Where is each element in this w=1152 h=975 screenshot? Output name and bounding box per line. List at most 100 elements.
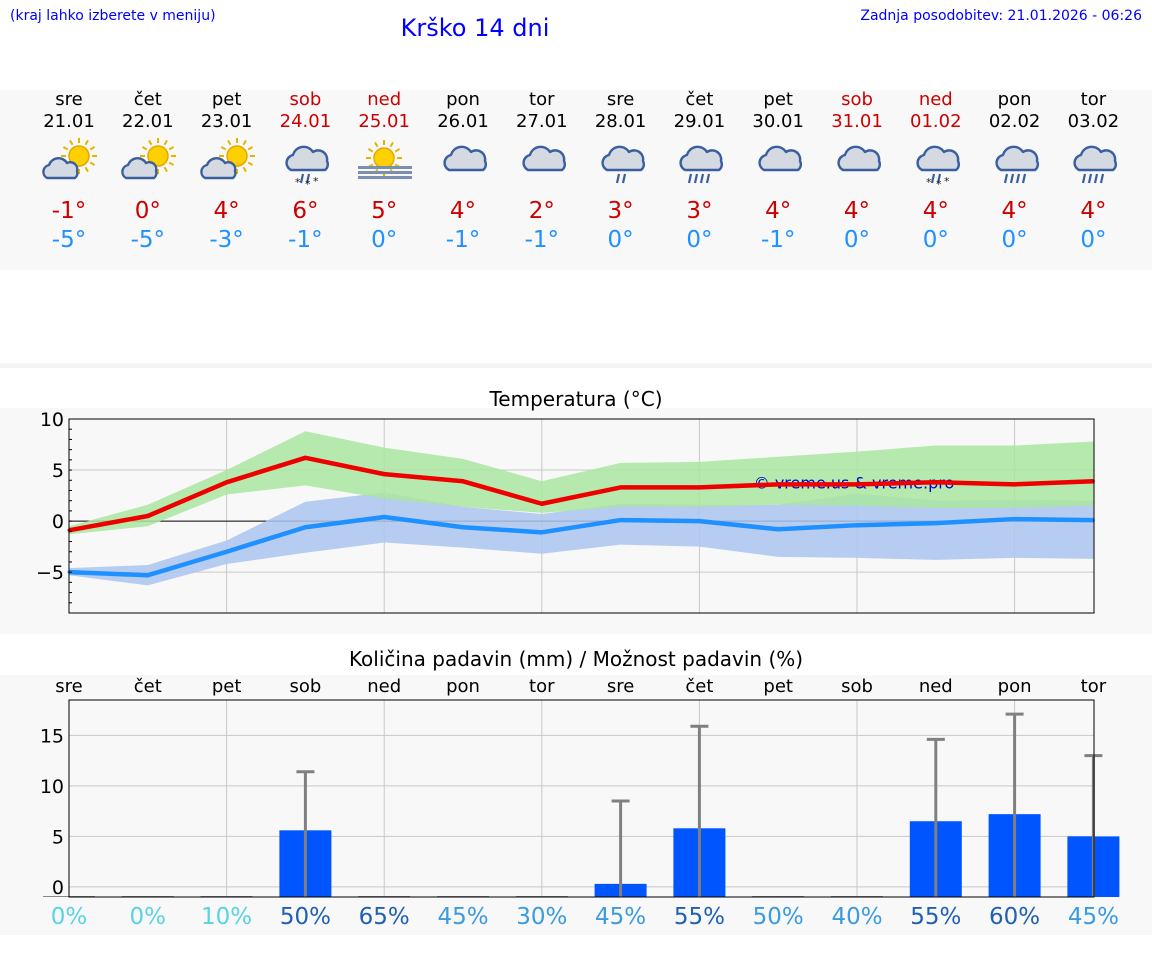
location-hint: (kraj lahko izberete v meniju) <box>10 8 216 24</box>
y-tick-label: 10 <box>40 409 64 431</box>
partly-sunny-icon <box>121 138 176 180</box>
temp-max: 4° <box>922 198 949 224</box>
fog-line <box>358 171 413 174</box>
day-date: 21.01 <box>43 111 95 132</box>
sun-ray <box>69 139 74 146</box>
day-name: čet <box>685 89 714 110</box>
series-min-point <box>146 573 150 577</box>
forecast-day: tor 27.01 <box>503 89 581 133</box>
sleet-icon: * * * <box>285 145 330 186</box>
snowflake: * <box>936 178 942 186</box>
rain-drop <box>300 173 305 184</box>
forecast-day: pet 23.01 <box>188 89 266 133</box>
cloud-shape <box>285 145 330 172</box>
sun-ray <box>247 161 253 166</box>
temp-max: 4° <box>449 198 477 224</box>
rain-drop <box>700 173 705 184</box>
precip-day-label: tor <box>529 676 555 697</box>
rain-drop <box>621 173 626 184</box>
series-min-point <box>619 518 623 522</box>
temp-max: 3° <box>607 198 634 224</box>
precip-probability: 40% <box>831 904 883 930</box>
day-name: tor <box>1080 89 1107 110</box>
precip-day-label: pon <box>997 676 1032 697</box>
forecast-day: ned 25.01 <box>345 89 423 133</box>
day-name: pet <box>211 89 242 110</box>
rain-icon <box>1073 145 1118 184</box>
series-max-point <box>619 485 623 489</box>
series-max-point <box>146 514 150 518</box>
cloud-shape <box>600 145 645 172</box>
y-tick-label: 5 <box>52 826 64 848</box>
rain-icon <box>994 145 1039 184</box>
y-tick-label: 10 <box>40 776 64 798</box>
temp-min: -1° <box>524 227 560 253</box>
precip-probability: 55% <box>910 904 962 930</box>
series-min-point <box>382 515 386 519</box>
sun-ray <box>242 166 247 173</box>
forecast-day: sob 31.01 <box>818 89 896 133</box>
day-date: 22.01 <box>122 111 174 132</box>
sun-ray <box>368 148 374 153</box>
rain-drop <box>1021 173 1026 184</box>
sun-ray <box>84 166 89 173</box>
sun-disc <box>147 145 169 167</box>
temp-min: 0° <box>843 227 871 253</box>
sun-ray <box>226 139 231 146</box>
temp-min: 0° <box>922 227 949 253</box>
sun-ray <box>163 166 168 173</box>
cloud-shape <box>994 145 1039 172</box>
day-name: čet <box>133 89 162 110</box>
temp-min: -1° <box>445 227 481 253</box>
temp-max: 4° <box>765 198 792 224</box>
page-title: Krško 14 dni <box>400 14 550 42</box>
fog-line <box>358 176 413 179</box>
series-max-point <box>776 482 780 486</box>
precip-day-label: sob <box>289 676 322 697</box>
y-tick-label: 0 <box>52 877 64 899</box>
series-min-point <box>225 550 229 554</box>
day-name: ned <box>918 89 953 110</box>
sun-disc <box>68 145 90 167</box>
temp-max: 0° <box>134 198 161 224</box>
forecast-day: sre 21.01 <box>30 89 108 133</box>
temp-max: 5° <box>371 198 398 224</box>
cloudy-icon <box>443 145 488 172</box>
sun-ray <box>389 141 395 148</box>
sun-ray <box>141 146 148 151</box>
sun-ray <box>163 139 168 146</box>
cloud-shape <box>42 157 79 180</box>
day-date: 03.02 <box>1067 111 1120 132</box>
precip-day-label: pet <box>763 676 793 697</box>
temp-max: -1° <box>51 198 87 224</box>
forecast-day: sob 24.01 <box>266 89 344 133</box>
rain-drop <box>1003 173 1008 184</box>
precip-probability: 50% <box>279 904 331 930</box>
series-max-point <box>540 502 544 506</box>
cloud-shape <box>121 157 158 180</box>
precip-day-label: pet <box>211 676 242 697</box>
temp-max: 4° <box>843 198 871 224</box>
day-date: 29.01 <box>673 111 726 132</box>
series-min-point <box>776 527 780 531</box>
y-tick-label: 15 <box>40 725 64 747</box>
day-name: pet <box>763 89 793 110</box>
series-max-point <box>1013 482 1017 486</box>
series-max-point <box>855 482 859 486</box>
precip-day-label: sre <box>55 676 83 697</box>
day-date: 28.01 <box>594 111 647 132</box>
sun-fog-icon <box>358 140 413 179</box>
rain-drop <box>306 173 311 184</box>
day-date: 27.01 <box>516 111 568 132</box>
day-date: 01.02 <box>910 111 962 132</box>
temp-min: -3° <box>209 227 244 253</box>
precip-day-label: ned <box>367 676 402 697</box>
last-updated: Zadnja posodobitev: 21.01.2026 - 06:26 <box>860 8 1142 24</box>
rain-drop <box>694 173 699 184</box>
cloud-shape <box>1073 145 1118 172</box>
series-min-point <box>1013 517 1017 521</box>
temp-max: 6° <box>292 198 319 224</box>
max-temp-range <box>69 431 1094 535</box>
cloud-shape <box>916 145 960 172</box>
series-min-point <box>303 525 307 529</box>
